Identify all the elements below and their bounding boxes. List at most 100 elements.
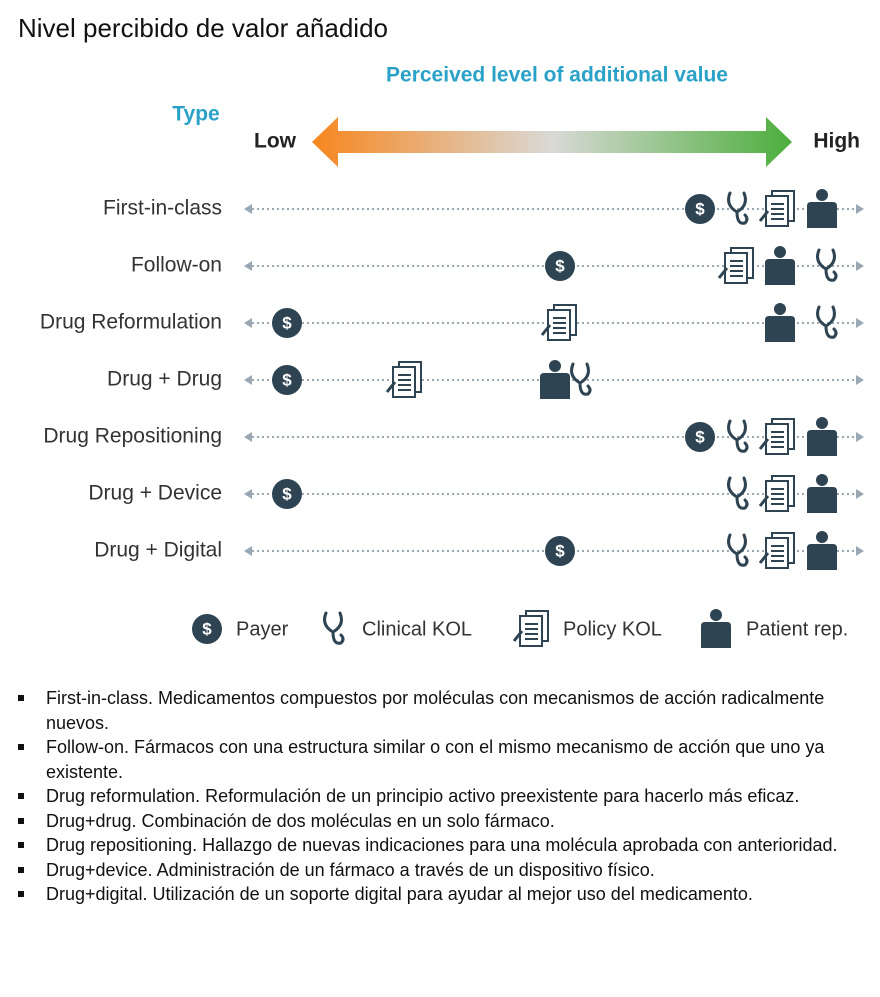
- track-head-left: [244, 318, 252, 328]
- payer-icon: [272, 308, 302, 338]
- patient-head: [816, 531, 828, 543]
- patient-icon: [807, 531, 837, 570]
- payer-icon: [545, 251, 575, 281]
- track-head-left: [244, 261, 252, 271]
- track-head-left: [244, 204, 252, 214]
- patient-head: [549, 360, 561, 372]
- doc-front: [519, 615, 543, 647]
- legend-label: Patient rep.: [746, 618, 848, 640]
- payer-icon: [545, 536, 575, 566]
- patient-icon: [765, 246, 795, 285]
- row-label: Drug + Device: [88, 482, 222, 505]
- row-label: Drug + Digital: [94, 539, 222, 562]
- doc-pen: [385, 381, 397, 393]
- row-label: Drug Reformulation: [40, 311, 222, 334]
- patient-icon: [807, 189, 837, 228]
- doc-front: [547, 309, 571, 341]
- legend-label: Payer: [236, 618, 289, 640]
- note-item: Drug reformulation. Reformulación de un …: [18, 784, 846, 809]
- patient-body: [765, 316, 795, 342]
- note-item: Drug+device. Administración de un fármac…: [18, 858, 846, 883]
- note-item: First-in-class. Medicamentos compuestos …: [18, 686, 846, 735]
- track-head-right: [856, 432, 864, 442]
- patient-body: [807, 544, 837, 570]
- policy-icon: [758, 190, 795, 227]
- row-label: Follow-on: [131, 254, 222, 277]
- payer-icon: [272, 479, 302, 509]
- clinical-icon: [727, 476, 749, 510]
- patient-body: [701, 622, 731, 648]
- diagram: Nivel percibido de valor añadido Perceiv…: [18, 13, 864, 648]
- note-item: Drug+digital. Utilización de un soporte …: [18, 882, 846, 907]
- doc-pen: [717, 267, 729, 279]
- notes-list: First-in-class. Medicamentos compuestos …: [0, 686, 846, 907]
- payer-icon: [192, 614, 222, 644]
- policy-icon: [540, 304, 577, 341]
- track-head-right: [856, 318, 864, 328]
- patient-head: [816, 417, 828, 429]
- scale-title: Perceived level of additional value: [386, 64, 728, 87]
- track-head-left: [244, 489, 252, 499]
- patient-body: [807, 202, 837, 228]
- track-head-right: [856, 546, 864, 556]
- doc-pen: [758, 210, 770, 222]
- policy-icon: [717, 247, 754, 284]
- doc-pen: [758, 438, 770, 450]
- policy-icon: [385, 361, 422, 398]
- clinical-icon: [323, 611, 345, 645]
- patient-body: [540, 373, 570, 399]
- track-head-right: [856, 489, 864, 499]
- doc-pen: [512, 630, 524, 642]
- doc-pen: [540, 324, 552, 336]
- payer-symbol: $: [282, 484, 292, 503]
- patient-head: [816, 189, 828, 201]
- low-label: Low: [254, 130, 297, 153]
- clinical-icon: [727, 191, 749, 225]
- note-item: Drug repositioning. Hallazgo de nuevas i…: [18, 833, 846, 858]
- policy-icon: [512, 610, 549, 647]
- policy-icon: [758, 475, 795, 512]
- doc-pen: [758, 552, 770, 564]
- row-label: First-in-class: [103, 197, 222, 220]
- doc-front: [765, 537, 789, 569]
- row-label: Drug Repositioning: [43, 425, 222, 448]
- payer-icon: [685, 422, 715, 452]
- page-title: Nivel percibido de valor añadido: [18, 13, 388, 43]
- patient-icon: [701, 609, 731, 648]
- patient-icon: [807, 417, 837, 456]
- doc-front: [392, 366, 416, 398]
- payer-symbol: $: [202, 619, 212, 638]
- payer-symbol: $: [282, 313, 292, 332]
- payer-symbol: $: [282, 370, 292, 389]
- clinical-icon: [727, 419, 749, 453]
- legend: $ Payer Clinical KOL Policy KOL Patient rep.: [192, 609, 848, 648]
- track-head-left: [244, 375, 252, 385]
- clinical-icon: [816, 248, 838, 282]
- rows: First-in-class $ Follow-on $ Drug Reformulat…: [40, 189, 864, 570]
- track-head-right: [856, 261, 864, 271]
- legend-label: Policy KOL: [563, 618, 662, 640]
- policy-icon: [758, 418, 795, 455]
- patient-icon: [765, 303, 795, 342]
- note-item: Follow-on. Fármacos con una estructura s…: [18, 735, 846, 784]
- legend-label: Clinical KOL: [362, 618, 472, 640]
- doc-pen: [758, 495, 770, 507]
- payer-symbol: $: [555, 541, 565, 560]
- note-item: Drug+drug. Combinación de dos moléculas …: [18, 809, 846, 834]
- payer-icon: [685, 194, 715, 224]
- track-head-left: [244, 432, 252, 442]
- high-label: High: [813, 130, 860, 153]
- patient-icon: [540, 360, 570, 399]
- type-label: Type: [172, 103, 219, 126]
- payer-symbol: $: [555, 256, 565, 275]
- patient-body: [765, 259, 795, 285]
- clinical-icon: [816, 305, 838, 339]
- doc-front: [724, 252, 748, 284]
- payer-symbol: $: [695, 199, 705, 218]
- patient-head: [774, 246, 786, 258]
- payer-symbol: $: [695, 427, 705, 446]
- patient-body: [807, 430, 837, 456]
- patient-icon: [807, 474, 837, 513]
- patient-head: [710, 609, 722, 621]
- patient-head: [816, 474, 828, 486]
